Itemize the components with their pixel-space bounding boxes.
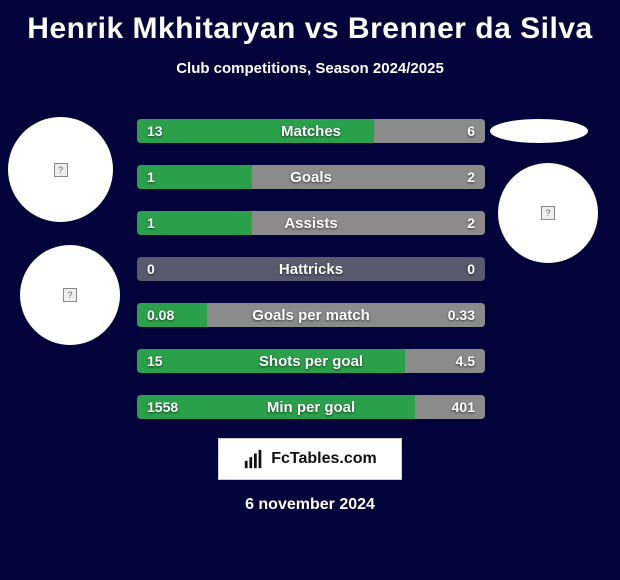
image-placeholder-icon: ? — [54, 163, 68, 177]
stat-label: Goals per match — [137, 303, 485, 327]
decorative-ellipse — [490, 119, 588, 143]
source-badge-text: FcTables.com — [271, 450, 377, 468]
stat-label: Shots per goal — [137, 349, 485, 373]
stat-row: 12Assists — [137, 211, 485, 235]
page-title: Henrik Mkhitaryan vs Brenner da Silva — [0, 0, 620, 46]
image-placeholder-icon: ? — [541, 206, 555, 220]
stat-label: Matches — [137, 119, 485, 143]
stat-label: Goals — [137, 165, 485, 189]
footer-date: 6 november 2024 — [0, 496, 620, 514]
page-subtitle: Club competitions, Season 2024/2025 — [0, 60, 620, 77]
stat-bars-container: 136Matches 12Goals 12Assists 00Hattricks 0.0… — [137, 119, 485, 441]
stat-row: 154.5Shots per goal — [137, 349, 485, 373]
stat-row: 12Goals — [137, 165, 485, 189]
stat-row: 00Hattricks — [137, 257, 485, 281]
club-logo-circle: ? — [20, 245, 120, 345]
stat-row: 136Matches — [137, 119, 485, 143]
stat-row: 0.080.33Goals per match — [137, 303, 485, 327]
player-right-photo-circle: ? — [498, 163, 598, 263]
image-placeholder-icon: ? — [63, 288, 77, 302]
stat-label: Assists — [137, 211, 485, 235]
stat-label: Min per goal — [137, 395, 485, 419]
source-badge: FcTables.com — [218, 438, 402, 480]
player-left-photo-circle: ? — [8, 117, 113, 222]
chart-bars-icon — [243, 448, 265, 470]
stat-row: 1558401Min per goal — [137, 395, 485, 419]
stat-label: Hattricks — [137, 257, 485, 281]
